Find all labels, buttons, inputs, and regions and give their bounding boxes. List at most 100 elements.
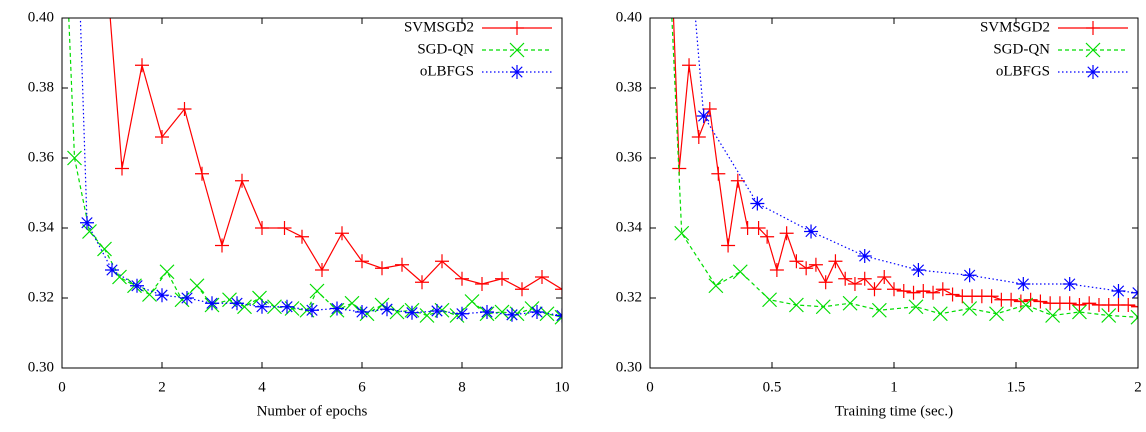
- marker: [708, 278, 724, 294]
- marker: [237, 299, 252, 315]
- legend-marker: [1086, 21, 1100, 35]
- x-tick-label: 0: [646, 379, 654, 395]
- x-tick-label: 8: [458, 379, 466, 395]
- marker: [779, 226, 794, 241]
- marker: [295, 229, 309, 244]
- marker: [480, 305, 494, 319]
- marker: [189, 278, 205, 294]
- marker: [435, 254, 449, 269]
- y-tick-label: 0.40: [616, 9, 642, 25]
- y-tick-label: 0.32: [28, 289, 54, 305]
- marker: [155, 130, 169, 144]
- marker: [205, 296, 219, 311]
- marker: [932, 306, 948, 322]
- marker: [235, 173, 249, 188]
- marker: [788, 297, 804, 313]
- marker: [67, 150, 82, 166]
- marker: [857, 249, 872, 263]
- y-tick-label: 0.40: [28, 9, 54, 25]
- marker: [682, 58, 697, 73]
- marker: [222, 292, 237, 308]
- legend-marker: [1086, 65, 1100, 79]
- marker: [105, 263, 119, 277]
- y-tick-label: 0.34: [28, 219, 55, 235]
- marker: [252, 290, 267, 306]
- marker: [135, 58, 149, 73]
- marker: [330, 301, 344, 316]
- marker: [355, 305, 369, 319]
- marker: [1016, 277, 1031, 291]
- plot-frame: [649, 17, 1139, 369]
- marker: [335, 226, 349, 241]
- marker: [751, 221, 766, 235]
- x-tick-label: 6: [358, 379, 366, 395]
- marker: [696, 109, 711, 123]
- marker: [195, 166, 209, 181]
- marker: [97, 241, 112, 257]
- x-tick-label: 1.5: [1007, 379, 1026, 395]
- marker: [344, 295, 360, 311]
- marker: [475, 277, 489, 291]
- y-tick-label: 0.34: [616, 219, 643, 235]
- marker: [818, 275, 833, 290]
- marker: [1111, 284, 1126, 298]
- marker: [962, 301, 978, 316]
- x-tick-label: 2: [1134, 379, 1142, 395]
- plot-area: [671, 18, 1138, 325]
- marker: [115, 161, 129, 176]
- y-tick-label: 0.30: [616, 359, 642, 375]
- marker: [464, 294, 480, 309]
- marker: [555, 282, 562, 297]
- marker: [309, 283, 325, 299]
- marker: [1004, 292, 1019, 307]
- marker: [847, 277, 862, 291]
- marker: [857, 271, 872, 286]
- marker: [494, 304, 510, 320]
- marker: [159, 264, 175, 280]
- y-tick-label: 0.32: [616, 289, 642, 305]
- y-tick-label: 0.38: [616, 79, 642, 95]
- series-line: [694, 18, 1138, 294]
- marker: [926, 285, 941, 300]
- marker: [935, 282, 950, 297]
- marker: [815, 299, 831, 315]
- legend-label: SVMSGD2: [980, 19, 1050, 35]
- legend-label: SGD-QN: [993, 41, 1050, 57]
- marker: [495, 271, 509, 286]
- marker: [80, 215, 94, 230]
- x-axis-label: Training time (sec.): [835, 403, 953, 419]
- marker: [1072, 304, 1087, 320]
- marker: [808, 257, 823, 272]
- marker: [906, 285, 921, 300]
- x-axis-label: Number of epochs: [257, 403, 368, 419]
- marker: [539, 306, 555, 322]
- marker: [804, 224, 819, 239]
- marker: [315, 263, 329, 277]
- legend-marker: [510, 21, 524, 35]
- y-tick-label: 0.36: [28, 149, 55, 165]
- marker: [230, 296, 244, 311]
- marker: [155, 288, 169, 303]
- legend-label: SVMSGD2: [404, 19, 474, 35]
- marker: [430, 303, 444, 318]
- marker: [215, 238, 229, 253]
- plot-area: [67, 18, 562, 325]
- marker: [711, 166, 726, 181]
- marker: [962, 268, 977, 283]
- x-tick-label: 2: [158, 379, 166, 395]
- marker: [255, 221, 269, 235]
- marker: [702, 102, 717, 116]
- legend-label: oLBFGS: [420, 63, 474, 79]
- marker: [769, 263, 784, 277]
- marker: [908, 299, 924, 315]
- marker: [395, 257, 409, 272]
- marker: [530, 305, 544, 319]
- legend-label: SGD-QN: [417, 41, 474, 57]
- series-line: [79, 18, 562, 317]
- marker: [1045, 308, 1061, 323]
- x-tick-label: 1: [890, 379, 898, 395]
- marker: [838, 271, 853, 286]
- marker: [505, 307, 519, 322]
- marker: [277, 221, 292, 235]
- marker: [415, 275, 429, 290]
